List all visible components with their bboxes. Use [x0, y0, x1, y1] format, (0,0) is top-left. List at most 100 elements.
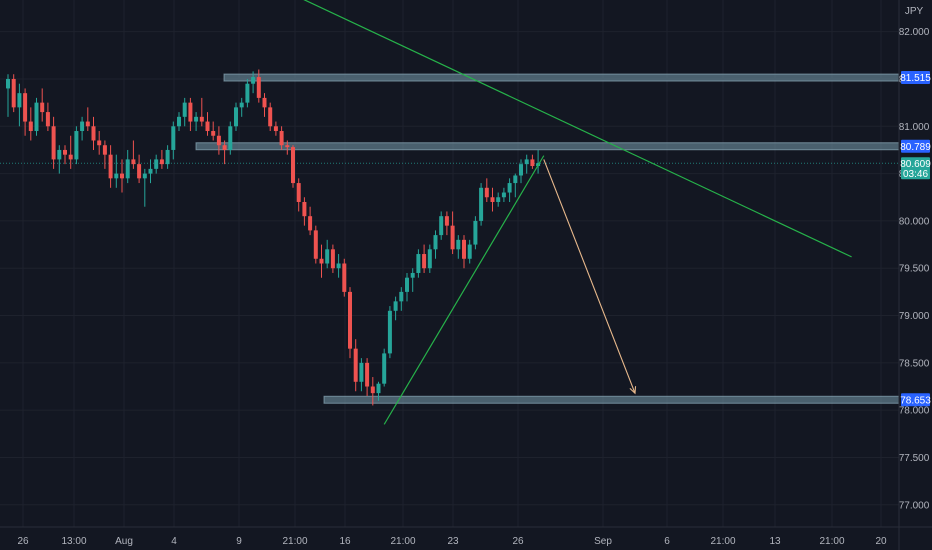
candle-body: [291, 147, 295, 184]
candle-body: [336, 263, 341, 269]
candle-body: [216, 135, 221, 146]
level-price-tag: [901, 139, 930, 153]
current-price-label: 80.609: [900, 159, 931, 170]
candle-body: [496, 197, 501, 202]
candle-body: [171, 126, 176, 150]
price-zone: [195, 142, 900, 151]
x-tick-label: Aug: [115, 536, 133, 547]
projection-arrow: [543, 159, 636, 394]
candle-body: [273, 126, 278, 132]
candle-body: [34, 102, 39, 132]
candle-body: [456, 239, 461, 250]
candle-body: [120, 173, 124, 179]
candle-body: [142, 173, 147, 179]
candle-body: [205, 121, 210, 132]
x-tick-label: 9: [236, 536, 242, 547]
candle-body: [382, 353, 387, 384]
candle-body: [28, 121, 33, 132]
candle-body: [348, 291, 352, 349]
level-price-label: 80.789: [900, 142, 931, 153]
candle-body: [40, 102, 45, 113]
candle-body: [74, 131, 79, 160]
candle-body: [490, 197, 495, 202]
candle-body: [462, 239, 466, 259]
candle-body: [519, 164, 523, 176]
level-price-tag: [901, 71, 930, 85]
candle-body: [102, 145, 107, 155]
candle-body: [410, 272, 415, 278]
candle-body: [154, 159, 159, 169]
candle-body: [405, 277, 409, 292]
candle-body: [473, 220, 478, 245]
candle-body: [513, 175, 518, 184]
candle-body: [165, 149, 170, 165]
candle-body: [302, 201, 307, 217]
price-zone: [223, 73, 900, 82]
candle-body: [188, 102, 193, 122]
y-tick-label: 82.000: [899, 27, 930, 38]
y-tick-label: 79.000: [899, 311, 930, 322]
x-tick-label: 21:00: [819, 536, 844, 547]
candle-body: [125, 159, 130, 179]
x-tick-label: 20: [875, 536, 887, 547]
candle-body: [245, 83, 250, 103]
candle-body: [433, 235, 438, 250]
candle-body: [17, 93, 22, 108]
y-tick-label: 81.000: [899, 122, 930, 133]
countdown-label: 03:46: [903, 169, 928, 180]
x-tick-label: 21:00: [390, 536, 415, 547]
candle-body: [199, 116, 204, 122]
candle-body: [422, 254, 427, 269]
candle-body: [57, 149, 62, 160]
candle-body: [228, 126, 233, 150]
candle-body: [479, 187, 484, 221]
candle-body: [148, 168, 153, 174]
trendline: [383, 155, 545, 425]
x-tick-label: 16: [339, 536, 351, 547]
candle-body: [370, 386, 375, 394]
candle-body: [91, 126, 96, 141]
candle-body: [325, 249, 330, 264]
current-price-tag: [901, 157, 930, 180]
y-tick-label: 78.000: [899, 406, 930, 417]
candle-body: [501, 192, 506, 198]
candle-body: [353, 348, 358, 382]
candle-body: [251, 77, 256, 84]
x-tick-label: 4: [171, 536, 177, 547]
candle-body: [239, 102, 244, 108]
candle-body: [11, 78, 16, 108]
candle-body: [85, 121, 90, 127]
candle-body: [308, 216, 313, 231]
candle-body: [6, 78, 10, 89]
y-tick-label: 80.000: [899, 216, 930, 227]
candle-body: [359, 362, 364, 382]
trendline: [303, 0, 852, 258]
candle-body: [530, 159, 535, 167]
candle-body: [68, 154, 73, 160]
candle-body: [108, 154, 113, 179]
level-price-label: 78.653: [900, 395, 931, 406]
candle-body: [23, 93, 28, 122]
candle-body: [416, 254, 421, 273]
candle-body: [114, 173, 119, 179]
candle-body: [182, 102, 187, 117]
candle-body: [194, 116, 199, 122]
candle-body: [80, 121, 85, 132]
y-tick-label: 77.000: [899, 500, 930, 511]
level-price-label: 81.515: [900, 73, 931, 84]
candle-body: [319, 258, 324, 264]
candle-body: [63, 149, 67, 155]
candle-body: [467, 244, 472, 259]
currency-label: JPY: [905, 6, 924, 17]
candle-body: [376, 383, 381, 394]
candle-body: [285, 145, 290, 148]
drawings: [303, 0, 852, 425]
candle-body: [211, 131, 216, 136]
x-tick-label: 26: [512, 536, 524, 547]
candle-body: [296, 183, 301, 202]
candle-body: [177, 116, 181, 127]
candle-body: [279, 131, 284, 146]
